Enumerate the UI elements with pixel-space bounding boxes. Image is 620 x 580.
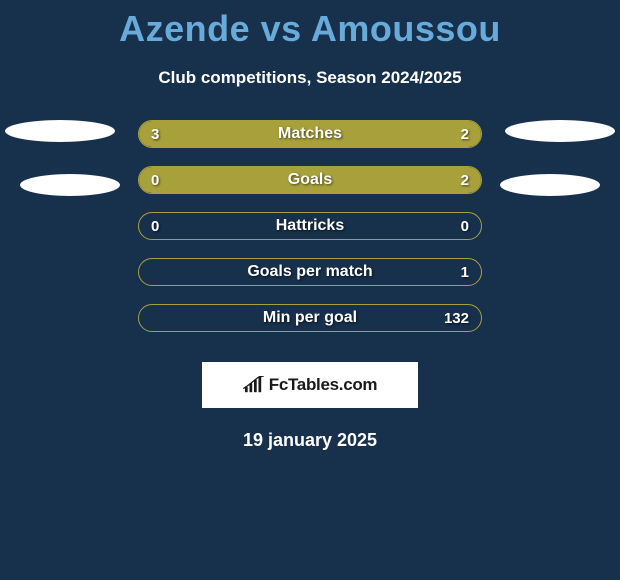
stat-bar: Goals0 2 [138,166,482,194]
bar-label: Goals [139,167,481,193]
stat-bar: Matches3 2 [138,120,482,148]
bar-label: Matches [139,121,481,147]
stat-bar: Min per goal132 [138,304,482,332]
page-subtitle: Club competitions, Season 2024/2025 [0,68,620,88]
player-right-ellipse-1 [505,120,615,142]
player-left-ellipse-2 [20,174,120,196]
stat-bar: Goals per match1 [138,258,482,286]
bar-value-left: 3 [151,121,159,147]
content-area: Matches32Goals02Hattricks00Goals per mat… [0,120,620,451]
bar-label: Min per goal [139,305,481,331]
page-title: Azende vs Amoussou [0,0,620,50]
bar-value-right: 2 [461,167,469,193]
bar-chart-icon [243,376,265,394]
bar-value-left: 0 [151,213,159,239]
stat-bar: Hattricks0 0 [138,212,482,240]
player-right-ellipse-2 [500,174,600,196]
bars-container: Matches32Goals02Hattricks00Goals per mat… [138,120,482,332]
bar-value-right: 1 [461,259,469,285]
logo-box: FcTables.com [202,362,418,408]
player-left-ellipse-1 [5,120,115,142]
bar-value-right: 0 [461,213,469,239]
bar-value-right: 2 [461,121,469,147]
bar-label: Hattricks [139,213,481,239]
bar-value-left: 0 [151,167,159,193]
logo-text: FcTables.com [269,375,378,395]
bar-label: Goals per match [139,259,481,285]
bar-value-right: 132 [444,305,469,331]
footer-date: 19 january 2025 [0,430,620,451]
